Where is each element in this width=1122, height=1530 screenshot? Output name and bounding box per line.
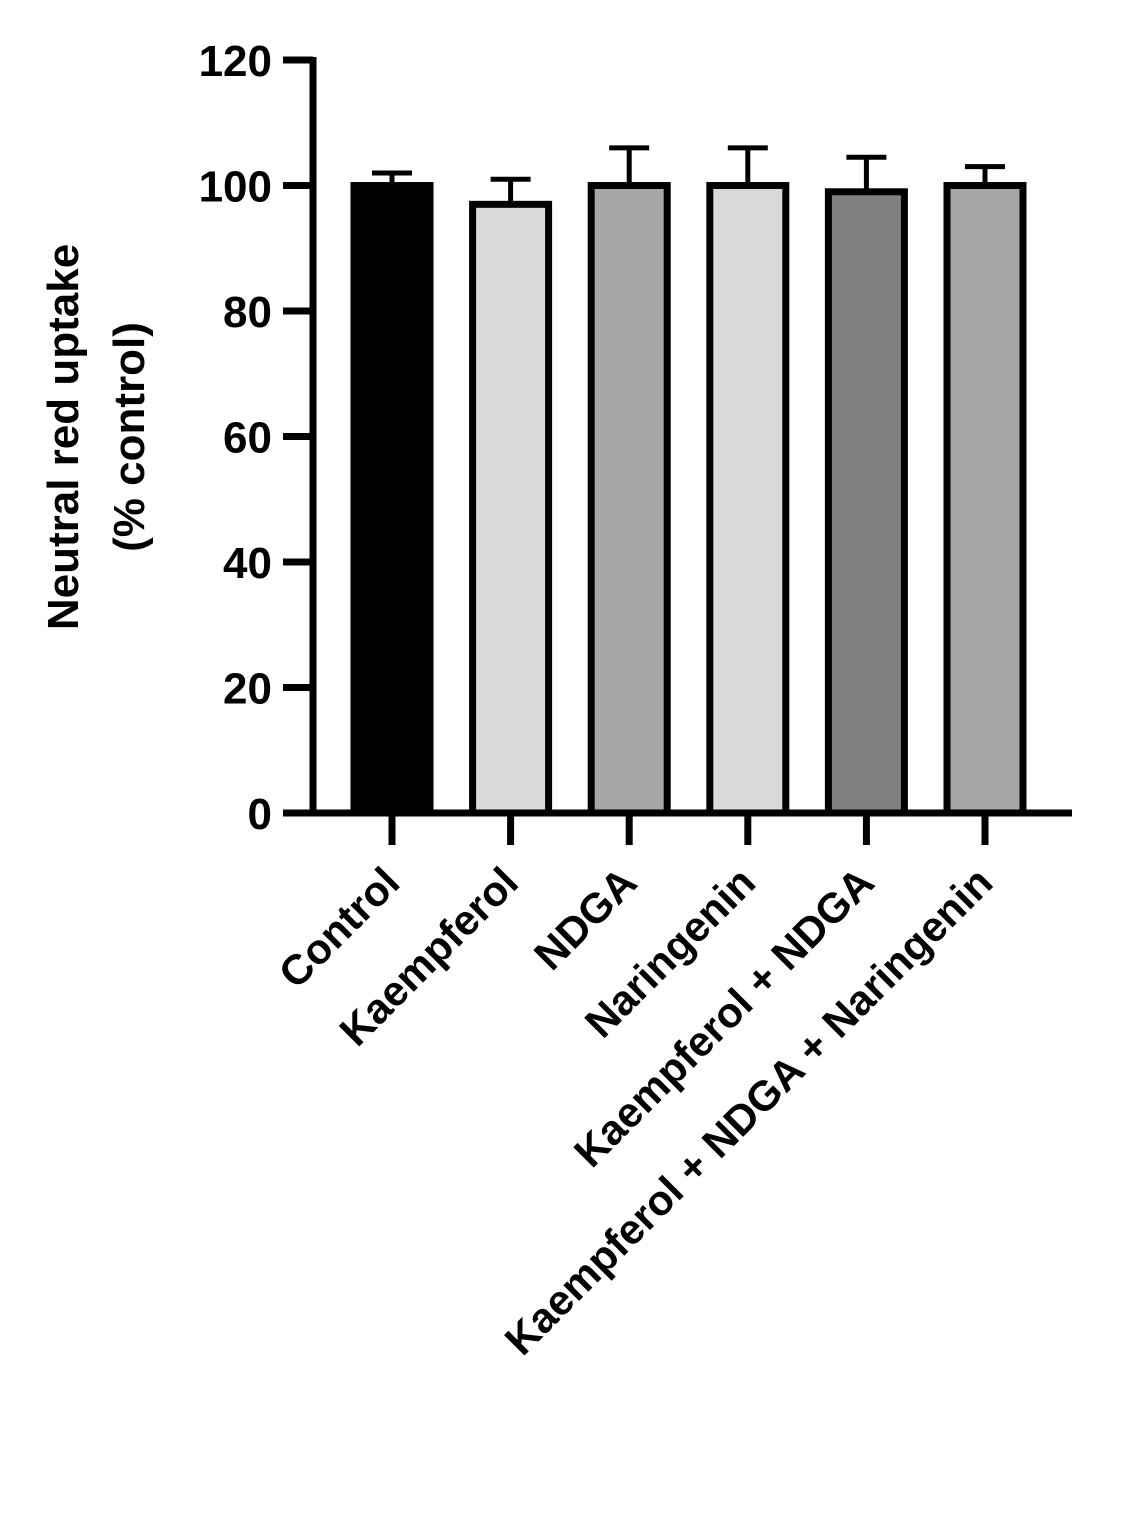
y-axis-title-line1: Neutral red uptake [39,244,88,630]
y-tick-label: 0 [248,790,272,839]
plot-area: 020406080100120ControlKaempferolNDGANari… [199,37,1072,1364]
bar [943,182,1027,817]
y-tick-label: 20 [223,665,272,714]
bar [469,200,553,817]
y-axis-title-line2: (% control) [105,322,154,552]
y-tick-label: 40 [223,539,272,588]
y-axis-title: Neutral red uptake (% control) [39,244,154,630]
y-tick-label: 60 [223,414,272,463]
y-tick-label: 80 [223,288,272,337]
y-tick-label: 120 [199,37,272,86]
bar [587,182,671,817]
bar [706,182,790,817]
bar [824,188,908,817]
bar [350,182,434,817]
y-tick-label: 100 [199,163,272,212]
